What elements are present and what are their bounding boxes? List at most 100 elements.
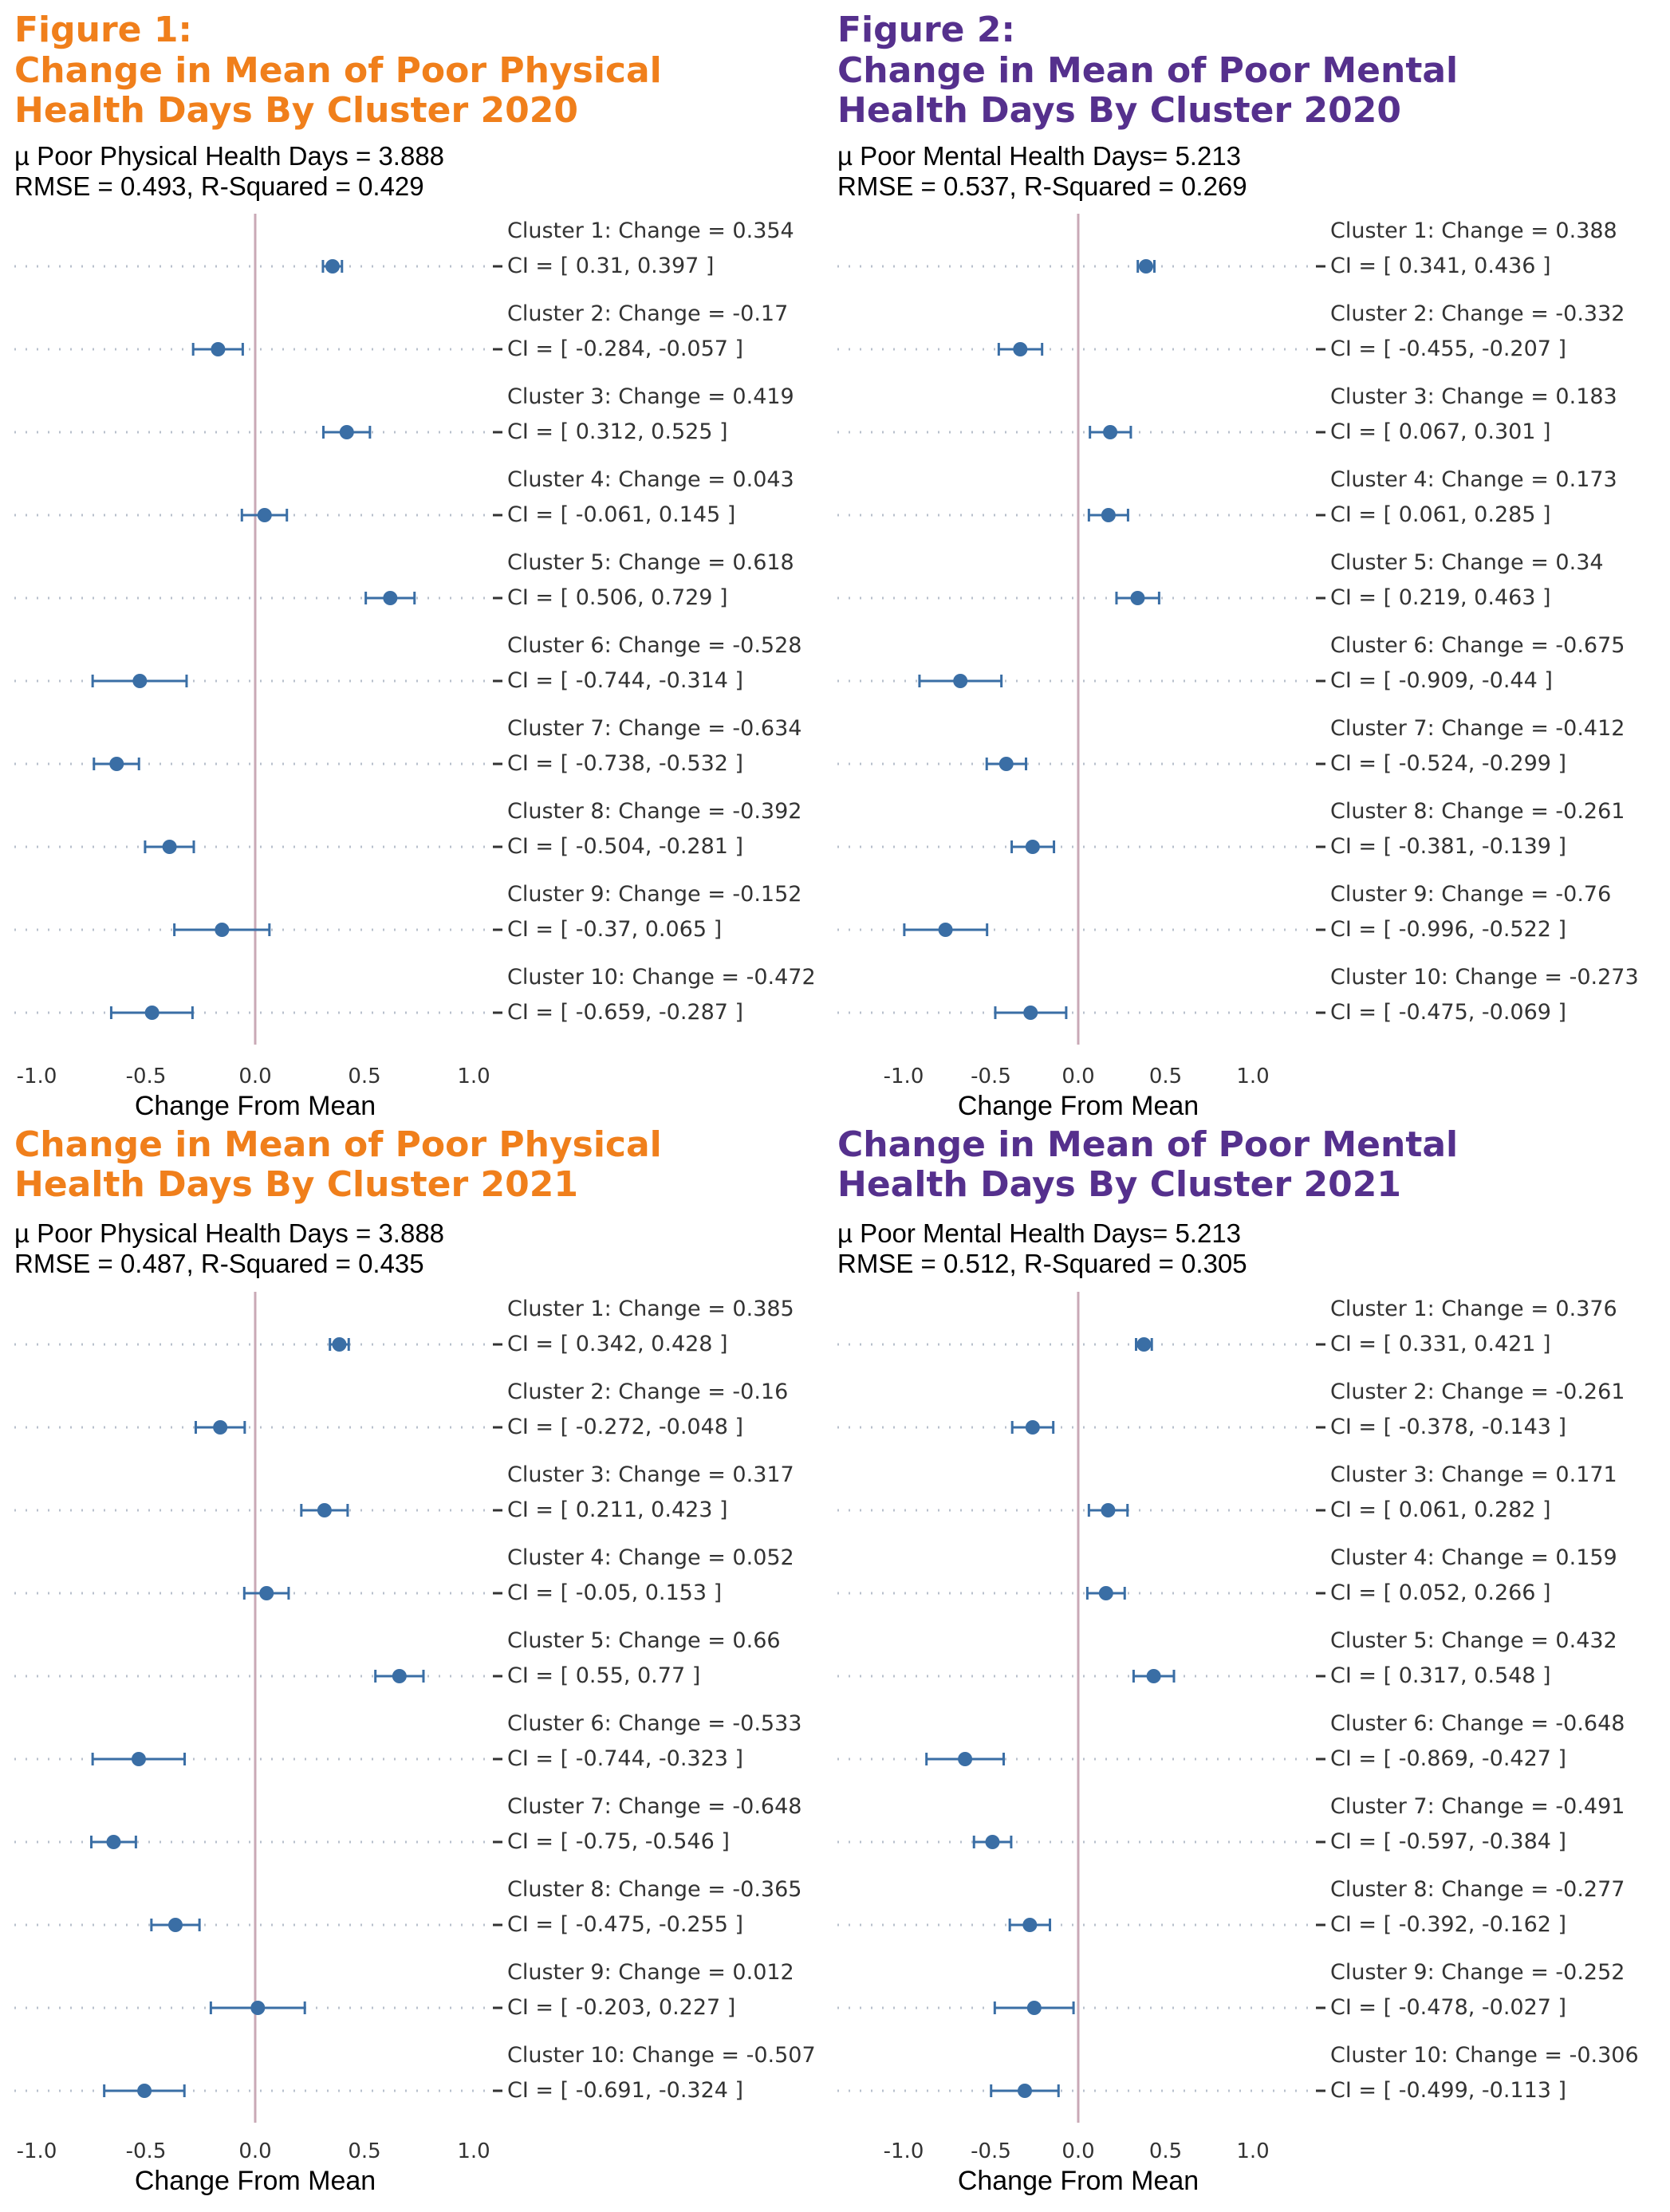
estimate-point <box>383 591 398 605</box>
cluster-change-label: Cluster 9: Change = -0.152 <box>507 882 802 907</box>
cluster-change-label: Cluster 2: Change = -0.332 <box>1330 301 1625 326</box>
cluster-ci-label: CI = [ -0.272, -0.048 ] <box>507 1415 743 1439</box>
estimate-point <box>1025 1420 1040 1435</box>
estimate-point <box>131 1752 146 1766</box>
model-stat-line: RMSE = 0.493, R-Squared = 0.429 <box>14 171 424 201</box>
cluster-ci-label: CI = [ 0.506, 0.729 ] <box>507 585 728 610</box>
cluster-change-label: Cluster 3: Change = 0.419 <box>507 384 794 409</box>
cluster-change-label: Cluster 7: Change = -0.412 <box>1330 716 1625 741</box>
cluster-change-label: Cluster 10: Change = -0.472 <box>507 965 816 990</box>
chart-title-line: Health Days By Cluster 2021 <box>837 1164 1401 1205</box>
cluster-change-label: Cluster 7: Change = -0.491 <box>1330 1794 1625 1819</box>
x-tick-label: -1.0 <box>17 1065 57 1088</box>
cluster-ci-label: CI = [ 0.219, 0.463 ] <box>1330 585 1551 610</box>
cluster-ci-label: CI = [ -0.284, -0.057 ] <box>507 337 743 361</box>
chart-title-line: Change in Mean of Poor Physical <box>14 50 662 91</box>
x-tick-label: 0.0 <box>1061 1065 1094 1088</box>
chart-panel-2: Figure 2:Change in Mean of Poor MentalHe… <box>837 10 1639 1121</box>
cluster-ci-label: CI = [ 0.067, 0.301 ] <box>1330 419 1551 444</box>
estimate-point <box>339 425 354 439</box>
estimate-point <box>1101 1503 1116 1517</box>
estimate-point <box>257 508 272 522</box>
estimate-point <box>325 259 340 274</box>
cluster-change-label: Cluster 6: Change = -0.675 <box>1330 633 1625 658</box>
cluster-change-label: Cluster 2: Change = -0.17 <box>507 301 788 326</box>
cluster-change-label: Cluster 8: Change = -0.392 <box>507 799 802 824</box>
x-tick-label: 0.5 <box>1149 2139 1182 2163</box>
cluster-ci-label: CI = [ -0.744, -0.323 ] <box>507 1746 743 1771</box>
cluster-ci-label: CI = [ -0.392, -0.162 ] <box>1330 1912 1566 1937</box>
model-stat-line: RMSE = 0.512, R-Squared = 0.305 <box>837 1249 1247 1278</box>
cluster-change-label: Cluster 3: Change = 0.183 <box>1330 384 1617 409</box>
cluster-change-label: Cluster 5: Change = 0.34 <box>1330 550 1604 575</box>
model-stat-line: µ Poor Mental Health Days= 5.213 <box>837 1218 1241 1248</box>
cluster-change-label: Cluster 9: Change = -0.252 <box>1330 1960 1625 1985</box>
estimate-point <box>317 1503 332 1517</box>
cluster-change-label: Cluster 10: Change = -0.273 <box>1330 965 1639 990</box>
cluster-ci-label: CI = [ 0.052, 0.266 ] <box>1330 1580 1551 1605</box>
model-stat-line: µ Poor Physical Health Days = 3.888 <box>14 141 444 171</box>
cluster-change-label: Cluster 9: Change = -0.76 <box>1330 882 1611 907</box>
cluster-change-label: Cluster 7: Change = -0.648 <box>507 1794 802 1819</box>
cluster-ci-label: CI = [ -0.909, -0.44 ] <box>1330 668 1553 693</box>
x-tick-label: -0.5 <box>126 2139 167 2163</box>
model-stat-line: RMSE = 0.487, R-Squared = 0.435 <box>14 1249 424 1278</box>
x-tick-label: 0.0 <box>238 2139 271 2163</box>
estimate-point <box>1013 342 1028 356</box>
cluster-ci-label: CI = [ 0.317, 0.548 ] <box>1330 1663 1551 1688</box>
cluster-ci-label: CI = [ 0.331, 0.421 ] <box>1330 1332 1551 1356</box>
cluster-change-label: Cluster 3: Change = 0.171 <box>1330 1462 1617 1487</box>
cluster-ci-label: CI = [ -0.504, -0.281 ] <box>507 834 743 859</box>
cluster-ci-label: CI = [ -0.869, -0.427 ] <box>1330 1746 1566 1771</box>
x-tick-label: -0.5 <box>126 1065 167 1088</box>
estimate-point <box>213 1420 228 1435</box>
cluster-ci-label: CI = [ -0.691, -0.324 ] <box>507 2078 743 2103</box>
chart-title-line: Change in Mean of Poor Mental <box>837 1124 1458 1165</box>
x-tick-label: -0.5 <box>971 1065 1011 1088</box>
estimate-point <box>109 757 124 771</box>
cluster-change-label: Cluster 1: Change = 0.388 <box>1330 218 1617 243</box>
estimate-point <box>1136 1337 1152 1352</box>
estimate-point <box>137 2084 152 2098</box>
cluster-ci-label: CI = [ -0.478, -0.027 ] <box>1330 1995 1566 2020</box>
cluster-change-label: Cluster 4: Change = 0.159 <box>1330 1545 1617 1570</box>
x-tick-label: -1.0 <box>884 2139 924 2163</box>
estimate-point <box>958 1752 973 1766</box>
estimate-point <box>1026 2001 1042 2015</box>
estimate-point <box>1130 591 1145 605</box>
x-tick-label: 0.5 <box>348 1065 380 1088</box>
cluster-ci-label: CI = [ -0.203, 0.227 ] <box>507 1995 735 2020</box>
cluster-ci-label: CI = [ -0.524, -0.299 ] <box>1330 751 1566 776</box>
estimate-point <box>132 674 148 688</box>
cluster-change-label: Cluster 2: Change = -0.16 <box>507 1380 788 1404</box>
estimate-point <box>259 1586 274 1600</box>
cluster-ci-label: CI = [ -0.378, -0.143 ] <box>1330 1415 1566 1439</box>
chart-title-line: Health Days By Cluster 2021 <box>14 1164 578 1205</box>
x-tick-label: -1.0 <box>884 1065 924 1088</box>
x-axis-label: Change From Mean <box>958 2166 1199 2196</box>
chart-panel-1: Figure 1:Change in Mean of Poor Physical… <box>14 10 816 1121</box>
chart-title-line: Change in Mean of Poor Physical <box>14 1124 662 1165</box>
estimate-point <box>211 342 226 356</box>
cluster-ci-label: CI = [ -0.061, 0.145 ] <box>507 502 735 527</box>
estimate-point <box>1138 259 1153 274</box>
cluster-ci-label: CI = [ -0.455, -0.207 ] <box>1330 337 1566 361</box>
cluster-ci-label: CI = [ -0.37, 0.065 ] <box>507 917 722 942</box>
x-tick-label: -0.5 <box>971 2139 1011 2163</box>
estimate-point <box>144 1006 160 1020</box>
estimate-point <box>167 1918 183 1932</box>
x-tick-label: 1.0 <box>1236 1065 1269 1088</box>
cluster-change-label: Cluster 7: Change = -0.634 <box>507 716 802 741</box>
cluster-ci-label: CI = [ 0.55, 0.77 ] <box>507 1663 700 1688</box>
x-tick-label: 0.5 <box>348 2139 380 2163</box>
cluster-change-label: Cluster 5: Change = 0.618 <box>507 550 794 575</box>
model-stat-line: µ Poor Physical Health Days = 3.888 <box>14 1218 444 1248</box>
cluster-change-label: Cluster 5: Change = 0.66 <box>507 1628 781 1653</box>
cluster-ci-label: CI = [ -0.75, -0.546 ] <box>507 1829 730 1854</box>
estimate-point <box>998 757 1014 771</box>
chart-title-line: Change in Mean of Poor Mental <box>837 50 1458 91</box>
cluster-change-label: Cluster 1: Change = 0.376 <box>1330 1297 1617 1321</box>
estimate-point <box>1025 840 1040 854</box>
